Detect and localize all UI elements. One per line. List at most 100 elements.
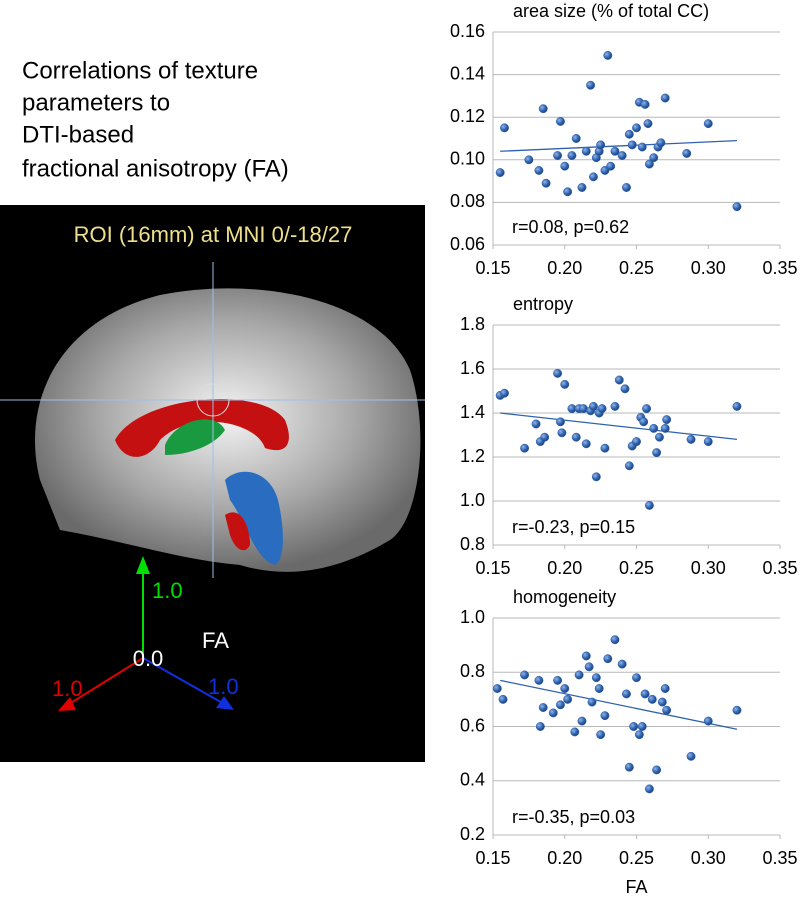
point bbox=[563, 694, 573, 704]
point bbox=[617, 151, 627, 160]
axis-arrow bbox=[65, 657, 144, 707]
x-tick-label: 0.30 bbox=[691, 258, 726, 278]
x-tick-label: 0.35 bbox=[762, 258, 797, 278]
point bbox=[600, 711, 610, 721]
point bbox=[553, 675, 563, 685]
point bbox=[524, 155, 534, 165]
point bbox=[637, 722, 647, 731]
point bbox=[591, 472, 601, 482]
point bbox=[632, 123, 641, 133]
x-tick-label: 0.15 bbox=[475, 848, 510, 868]
point bbox=[581, 146, 591, 156]
y-tick-label: 0.6 bbox=[460, 715, 485, 735]
point bbox=[617, 659, 627, 669]
point bbox=[571, 432, 581, 442]
point bbox=[703, 437, 713, 447]
point bbox=[600, 443, 610, 453]
trendline bbox=[500, 679, 738, 730]
roi-circle bbox=[196, 383, 230, 417]
point bbox=[732, 705, 742, 715]
point bbox=[597, 404, 607, 414]
point bbox=[662, 705, 672, 715]
y-tick-label: 0.8 bbox=[460, 661, 485, 681]
point bbox=[644, 500, 654, 510]
point bbox=[574, 670, 584, 680]
roi-blue bbox=[225, 471, 283, 565]
point bbox=[624, 129, 634, 139]
point bbox=[589, 172, 598, 182]
point bbox=[606, 161, 616, 171]
y-tick-label: 0.14 bbox=[450, 63, 485, 83]
point bbox=[649, 423, 659, 433]
y-tick-label: 1.0 bbox=[460, 607, 485, 627]
trendline bbox=[500, 139, 737, 152]
roi-green bbox=[165, 419, 225, 455]
point bbox=[643, 119, 653, 129]
point bbox=[732, 401, 742, 411]
figure-title: parameters to bbox=[22, 89, 170, 116]
y-tick-label: 0.06 bbox=[450, 234, 485, 254]
x-tick-label: 0.35 bbox=[762, 558, 797, 578]
arrow-head bbox=[216, 696, 234, 710]
point bbox=[603, 50, 613, 60]
point bbox=[594, 684, 604, 693]
x-tick-label: 0.25 bbox=[619, 558, 654, 578]
arrow-head bbox=[58, 697, 76, 711]
point bbox=[732, 202, 742, 212]
point bbox=[553, 368, 563, 378]
x-tick-label: 0.15 bbox=[475, 258, 510, 278]
point bbox=[567, 151, 577, 160]
point bbox=[498, 694, 508, 704]
point bbox=[581, 651, 591, 661]
point bbox=[656, 138, 666, 148]
point bbox=[531, 419, 541, 429]
point bbox=[629, 722, 639, 731]
point bbox=[644, 159, 654, 169]
point bbox=[622, 689, 631, 699]
point bbox=[652, 448, 662, 458]
x-axis-label: FA bbox=[625, 877, 647, 897]
wheel-label: 0.0 bbox=[133, 646, 164, 671]
y-tick-label: 1.2 bbox=[460, 446, 485, 466]
point bbox=[639, 417, 649, 427]
wheel-label: 1.0 bbox=[52, 676, 83, 701]
point bbox=[577, 716, 587, 726]
point bbox=[587, 697, 597, 707]
y-tick-label: 1.0 bbox=[460, 490, 485, 510]
point bbox=[603, 654, 613, 664]
point bbox=[560, 684, 570, 693]
point bbox=[660, 684, 670, 693]
point bbox=[596, 730, 606, 740]
point bbox=[614, 375, 624, 385]
point bbox=[548, 708, 558, 718]
point bbox=[555, 117, 565, 126]
point bbox=[640, 689, 650, 699]
point bbox=[557, 428, 567, 438]
point bbox=[540, 432, 550, 442]
point bbox=[563, 187, 573, 197]
point bbox=[581, 439, 591, 449]
point bbox=[538, 104, 548, 114]
image-label: ROI (16mm) at MNI 0/-18/27 bbox=[74, 222, 353, 247]
point bbox=[624, 461, 634, 471]
y-tick-label: 0.12 bbox=[450, 106, 485, 126]
point bbox=[647, 694, 657, 704]
y-tick-label: 0.10 bbox=[450, 149, 485, 169]
x-tick-label: 0.30 bbox=[691, 848, 726, 868]
y-tick-label: 0.4 bbox=[460, 770, 485, 790]
x-tick-label: 0.25 bbox=[619, 848, 654, 868]
chart-title: homogeneity bbox=[513, 587, 616, 607]
point bbox=[627, 140, 637, 150]
point bbox=[703, 119, 713, 129]
point bbox=[520, 443, 530, 453]
y-tick-label: 1.8 bbox=[460, 314, 485, 334]
point bbox=[655, 432, 664, 442]
axis-arrow bbox=[142, 657, 227, 706]
point bbox=[610, 401, 620, 411]
point bbox=[555, 700, 565, 710]
x-tick-label: 0.25 bbox=[619, 258, 654, 278]
y-tick-label: 0.2 bbox=[460, 824, 485, 844]
annotation: r=-0.35, p=0.03 bbox=[512, 807, 635, 827]
point bbox=[686, 434, 696, 444]
